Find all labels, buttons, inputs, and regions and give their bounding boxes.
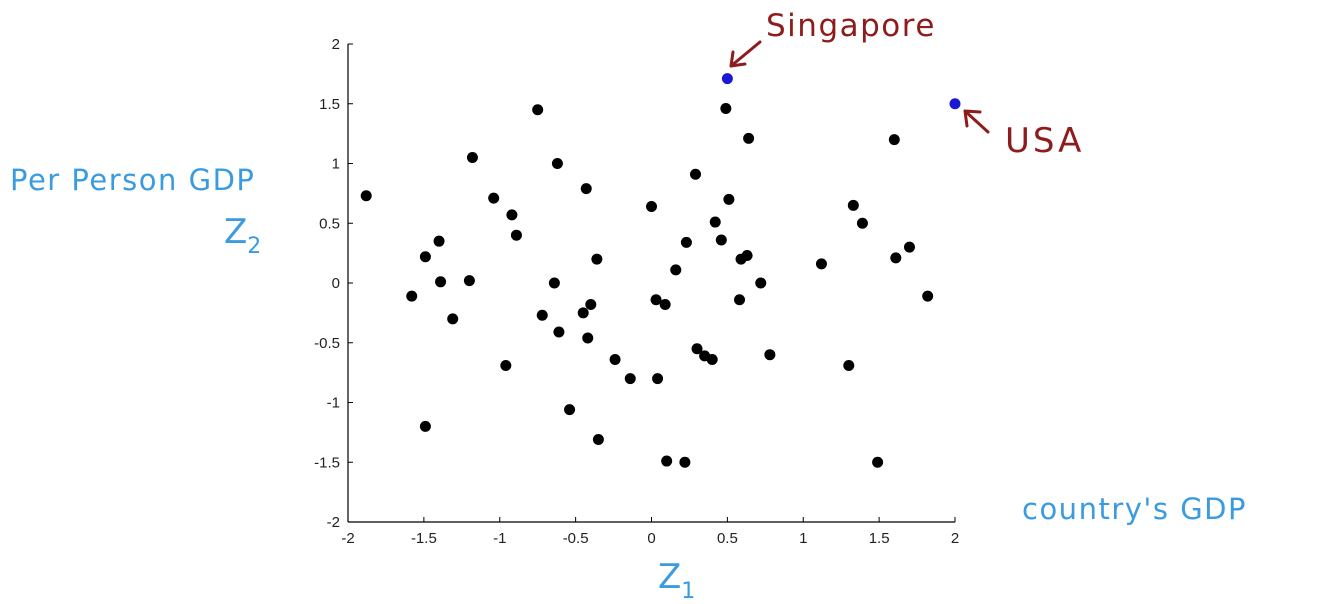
x-tick-label: 0 xyxy=(647,530,655,547)
y-tick-label: -1.5 xyxy=(314,454,340,471)
singapore-arrow-icon xyxy=(729,40,762,68)
data-point xyxy=(536,309,548,321)
data-point xyxy=(709,216,721,228)
data-point xyxy=(582,332,594,344)
data-point xyxy=(609,353,621,365)
data-point xyxy=(510,229,522,241)
data-point xyxy=(553,326,565,338)
x-tick-label: -0.5 xyxy=(563,530,589,547)
usa-annotation: USA xyxy=(1005,121,1084,161)
data-point xyxy=(548,277,560,289)
data-point xyxy=(743,132,755,144)
data-point xyxy=(691,343,703,355)
y-tick-label: 1 xyxy=(332,156,340,173)
data-point xyxy=(872,456,884,468)
x-description-label: country's GDP xyxy=(1022,492,1247,526)
data-point xyxy=(715,234,727,246)
data-point xyxy=(580,183,592,195)
data-point xyxy=(734,294,746,306)
data-points xyxy=(360,73,961,468)
data-point xyxy=(585,299,597,311)
data-point xyxy=(419,420,431,432)
data-point xyxy=(592,434,604,446)
data-point xyxy=(500,359,512,371)
data-point xyxy=(419,251,431,263)
data-point xyxy=(435,276,447,288)
data-point xyxy=(652,373,664,385)
x-tick-label: -1.5 xyxy=(411,530,437,547)
data-point xyxy=(815,258,827,270)
data-point xyxy=(532,104,544,116)
data-point xyxy=(466,152,478,164)
y-tick-label: -0.5 xyxy=(314,335,340,352)
y-tick-label: -1 xyxy=(327,395,340,412)
data-point xyxy=(447,313,459,325)
y-tick-label: -2 xyxy=(327,514,340,531)
data-point xyxy=(624,373,636,385)
data-point xyxy=(564,404,576,416)
y-tick-label: 0.5 xyxy=(319,215,340,232)
data-point xyxy=(847,199,859,211)
data-point xyxy=(646,201,657,213)
data-point xyxy=(433,235,445,247)
data-point xyxy=(406,290,418,302)
data-point xyxy=(843,359,855,371)
data-point xyxy=(706,353,718,365)
data-point xyxy=(488,192,500,204)
data-point xyxy=(591,253,603,265)
data-point xyxy=(551,158,563,169)
data-point xyxy=(360,190,372,202)
data-point xyxy=(755,277,767,289)
highlight-data-point xyxy=(721,73,733,85)
data-point xyxy=(764,349,776,361)
data-point xyxy=(661,455,673,467)
x-tick-label: -1 xyxy=(493,530,506,547)
y-description-label: Per Person GDP xyxy=(10,163,255,197)
data-point xyxy=(903,241,915,253)
data-point xyxy=(506,209,518,221)
x-tick-label: 0.5 xyxy=(717,530,738,547)
data-point xyxy=(670,264,682,276)
data-point xyxy=(856,217,868,229)
axis-ticks: -2 -1.5 -1 -0.5 0 0.5 1 1.5 2 -2 -1.5 -1 -0.5 0 0.5 1 1.… xyxy=(314,36,959,547)
data-point xyxy=(680,236,692,248)
data-point xyxy=(723,193,735,205)
data-point xyxy=(888,134,900,146)
y-axis-variable-label: Z2 xyxy=(224,212,261,259)
x-tick-label: 1.5 xyxy=(869,530,890,547)
y-tick-label: 2 xyxy=(332,36,340,53)
highlight-data-point xyxy=(949,98,961,110)
usa-arrow-icon xyxy=(963,109,990,134)
x-tick-label: 2 xyxy=(951,530,959,547)
data-point xyxy=(720,103,732,115)
data-point xyxy=(741,250,753,262)
singapore-annotation: Singapore xyxy=(766,8,936,44)
x-axis-variable-label: Z1 xyxy=(658,557,695,604)
data-point xyxy=(463,275,475,287)
data-point xyxy=(922,290,934,302)
x-tick-label: -2 xyxy=(341,530,354,547)
y-tick-label: 0 xyxy=(332,275,340,292)
data-point xyxy=(650,294,662,306)
data-point xyxy=(659,299,671,311)
y-tick-label: 1.5 xyxy=(319,96,340,113)
data-point xyxy=(890,252,902,264)
x-tick-label: 1 xyxy=(799,530,807,547)
data-point xyxy=(679,456,691,468)
data-point xyxy=(690,168,702,180)
data-point xyxy=(577,307,589,319)
